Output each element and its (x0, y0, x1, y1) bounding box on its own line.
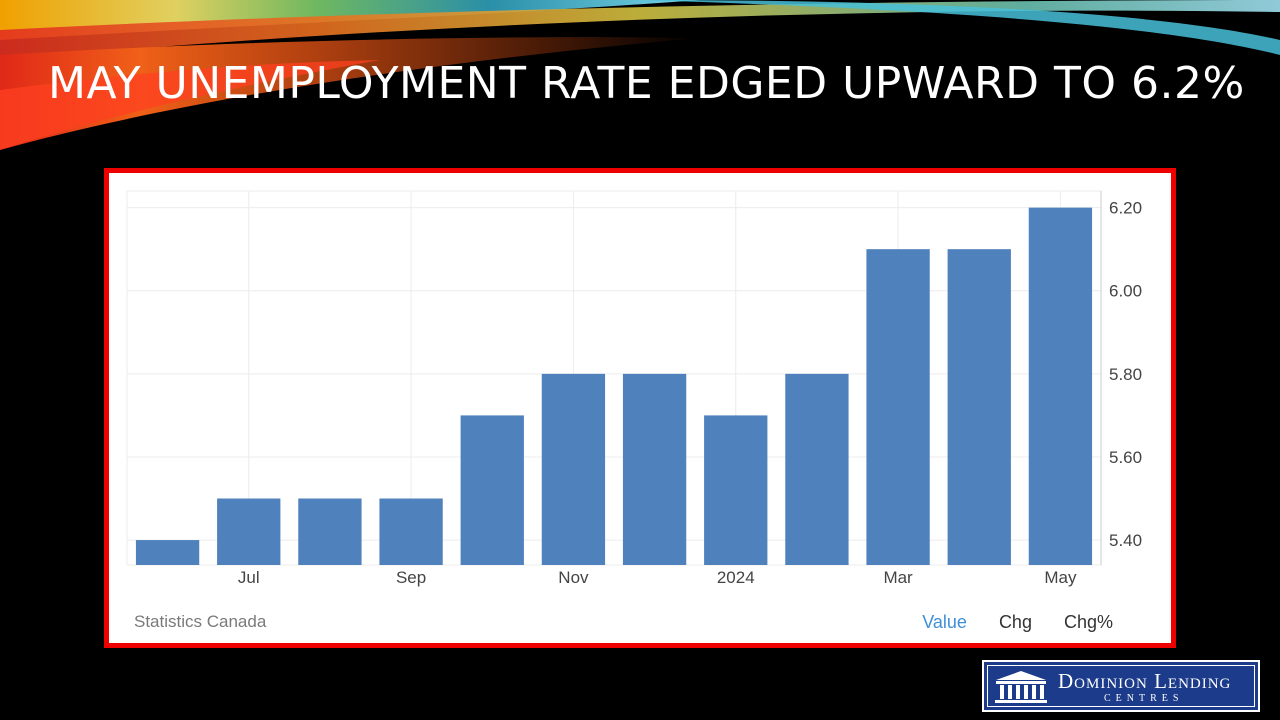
tab-chg-percent[interactable]: Chg% (1063, 612, 1113, 632)
bar[interactable] (1028, 207, 1093, 565)
logo-border (987, 665, 1255, 707)
x-axis-ticks: Jul Sep Nov 2024 Mar May (238, 568, 1077, 587)
bar[interactable] (298, 498, 362, 565)
bar[interactable] (622, 373, 687, 565)
y-tick-label: 6.00 (1109, 282, 1142, 301)
y-tick-label: 5.60 (1109, 448, 1142, 467)
bar[interactable] (135, 540, 200, 565)
bar[interactable] (785, 373, 849, 565)
chart-source-label: Statistics Canada (134, 612, 267, 631)
slide-title: MAY UNEMPLOYMENT RATE EDGED UPWARD TO 6.… (48, 58, 1245, 109)
x-tick-label: Mar (883, 568, 913, 587)
y-tick-label: 5.80 (1109, 365, 1142, 384)
x-tick-label: 2024 (717, 568, 755, 587)
y-tick-label: 5.40 (1109, 531, 1142, 550)
bar[interactable] (460, 415, 524, 565)
tab-value[interactable]: Value (922, 612, 967, 632)
logo-subtitle: CENTRES (1104, 693, 1184, 704)
x-tick-label: Sep (396, 568, 426, 587)
bar[interactable] (704, 415, 768, 565)
bar[interactable] (541, 373, 606, 565)
x-tick-label: Jul (238, 568, 260, 587)
logo-name: Dominion Lending (1058, 669, 1232, 693)
bar[interactable] (866, 249, 930, 565)
bar[interactable] (947, 249, 1011, 565)
y-tick-label: 6.20 (1109, 199, 1142, 218)
bars (135, 207, 1093, 565)
chart-panel: Jul Sep Nov 2024 Mar May 5.40 5.60 5.80 6.00 6.20… (104, 168, 1176, 648)
background-swoosh (0, 0, 1280, 150)
y-axis-ticks: 5.40 5.60 5.80 6.00 6.20 (1109, 199, 1142, 550)
tab-chg[interactable]: Chg (998, 612, 1032, 632)
building-columns-icon (995, 671, 1047, 703)
bar-chart: Jul Sep Nov 2024 Mar May 5.40 5.60 5.80 6.00 6.20 (126, 190, 1142, 587)
chart-view-tabs: Value Chg Chg% (922, 612, 1113, 633)
x-tick-label: Nov (558, 568, 589, 587)
x-tick-label: May (1044, 568, 1077, 587)
bar[interactable] (379, 498, 443, 565)
bar[interactable] (217, 498, 281, 565)
dominion-lending-logo: Dominion Lending CENTRES (982, 660, 1260, 712)
